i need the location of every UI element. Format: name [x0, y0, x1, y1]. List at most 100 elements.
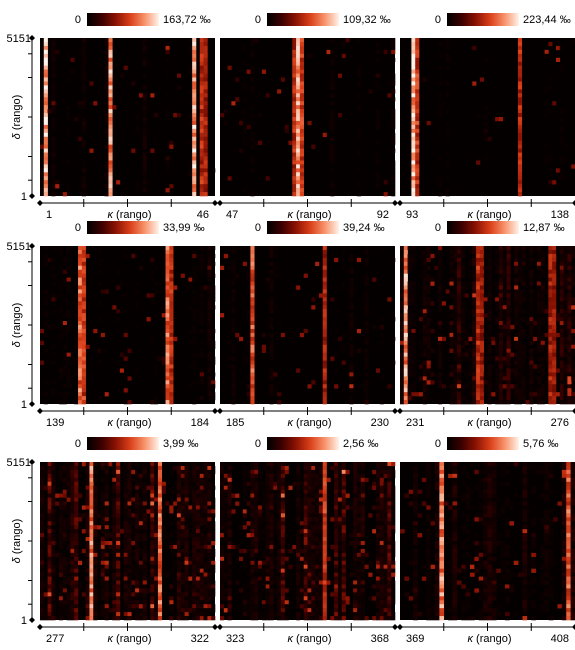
- heatmap-cell: [173, 529, 178, 534]
- heatmap-cell: [211, 604, 216, 609]
- heatmap-cell: [55, 180, 60, 185]
- heatmap-cell: [250, 144, 255, 149]
- heatmap-cell: [487, 273, 492, 278]
- heatmap-cell: [517, 93, 523, 98]
- heatmap-cell: [74, 541, 79, 546]
- heatmap-cell: [299, 38, 304, 43]
- heatmap-cell: [59, 285, 64, 290]
- heatmap-cell: [169, 584, 174, 589]
- heatmap-cell: [246, 360, 251, 365]
- heatmap-cell: [127, 552, 132, 558]
- heatmap-cell: [184, 600, 189, 605]
- heatmap-cell: [176, 525, 182, 530]
- heatmap-cell: [100, 584, 105, 589]
- heatmap-cell: [349, 265, 354, 270]
- heatmap-cell: [142, 529, 147, 534]
- heatmap-cell: [292, 85, 297, 90]
- heatmap-cell: [536, 309, 542, 314]
- heatmap-cell: [242, 564, 247, 569]
- heatmap-cell: [514, 246, 519, 251]
- heatmap-cell: [70, 596, 75, 601]
- heatmap-cell: [391, 148, 396, 153]
- heatmap-cell: [211, 584, 216, 589]
- heatmap-cell: [78, 396, 83, 401]
- heatmap-cell: [517, 289, 523, 294]
- heatmap-cell: [227, 501, 232, 506]
- heatmap-cell: [66, 489, 71, 494]
- heatmap-cell: [199, 477, 204, 483]
- heatmap-cell: [176, 513, 182, 518]
- heatmap-cell: [74, 497, 79, 502]
- heatmap-cell: [116, 572, 121, 577]
- heatmap-cell: [364, 293, 369, 298]
- heatmap-cell: [277, 321, 282, 326]
- heatmap-cell: [154, 465, 159, 471]
- heatmap-cell: [514, 364, 519, 369]
- heatmap-cell: [70, 548, 75, 554]
- heatmap-cell: [552, 352, 557, 357]
- heatmap-cell: [449, 257, 454, 263]
- heatmap-cell: [479, 265, 484, 270]
- heatmap-cell: [265, 537, 270, 542]
- heatmap-cell: [495, 368, 500, 373]
- heatmap-cell: [514, 376, 519, 381]
- heatmap-cell: [269, 277, 274, 282]
- heatmap-cell: [438, 376, 443, 381]
- heatmap-cell: [303, 600, 308, 605]
- heatmap-cell: [220, 552, 225, 558]
- heatmap-cell: [284, 600, 289, 605]
- heatmap-cell: [426, 364, 431, 369]
- heatmap-cell: [62, 612, 67, 617]
- heatmap-cell: [498, 317, 504, 322]
- heatmap-cell: [265, 616, 270, 621]
- heatmap-cell: [242, 608, 247, 613]
- heatmap-cell: [203, 580, 208, 585]
- heatmap-cell: [529, 400, 534, 405]
- heatmap-cell: [93, 493, 98, 498]
- heatmap-cell: [220, 560, 225, 565]
- heatmap-cell: [567, 261, 572, 267]
- heatmap-cell: [250, 509, 255, 514]
- heatmap-cell: [457, 301, 462, 306]
- heatmap-cell: [119, 73, 124, 78]
- heatmap-cell: [487, 348, 492, 353]
- heatmap-cell: [544, 380, 549, 385]
- heatmap-cell: [296, 548, 301, 554]
- heatmap-cell: [211, 360, 216, 365]
- heatmap-cell: [188, 576, 193, 581]
- heatmap-cell: [498, 380, 504, 385]
- heatmap-cell: [544, 253, 549, 259]
- heatmap-cell: [250, 489, 255, 494]
- heatmap-cell: [135, 584, 140, 589]
- heatmap-cell: [142, 493, 147, 498]
- heatmap-cell: [415, 128, 420, 134]
- heatmap-cell: [85, 525, 90, 530]
- heatmap-cell: [199, 376, 204, 381]
- heatmap-cell: [70, 564, 75, 569]
- heatmap-cell: [468, 400, 473, 405]
- heatmap-cell: [498, 309, 504, 314]
- heatmap-cell: [231, 384, 236, 389]
- heatmap-cell: [284, 481, 289, 486]
- heatmap-cell: [258, 113, 263, 118]
- heatmap-cell: [487, 384, 492, 389]
- heatmap-cell: [116, 489, 121, 494]
- heatmap-cell: [356, 152, 362, 157]
- heatmap-cell: [254, 489, 259, 494]
- heatmap-cell: [74, 576, 79, 581]
- heatmap-cell: [280, 580, 285, 585]
- heatmap-cell: [303, 477, 308, 483]
- heatmap-cell: [81, 53, 86, 59]
- heatmap-cell: [457, 257, 462, 263]
- heatmap-cell: [199, 148, 204, 153]
- heatmap-cell: [411, 77, 416, 82]
- heatmap-cell: [81, 117, 86, 122]
- heatmap-cell: [100, 257, 105, 263]
- heatmap-cell: [135, 612, 140, 617]
- heatmap-cell: [445, 41, 450, 47]
- heatmap-cell: [142, 600, 147, 605]
- heatmap-cell: [460, 344, 465, 349]
- heatmap-cell: [184, 588, 189, 593]
